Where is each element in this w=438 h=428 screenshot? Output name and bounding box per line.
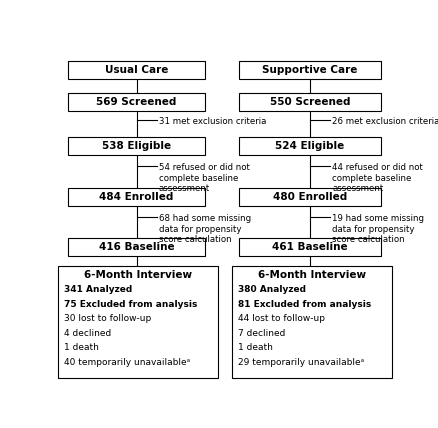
Text: 6-Month Interview: 6-Month Interview — [257, 270, 365, 280]
Text: 341 Analyzed: 341 Analyzed — [64, 285, 132, 294]
Text: 75 Excluded from analysis: 75 Excluded from analysis — [64, 300, 198, 309]
Text: 81 Excluded from analysis: 81 Excluded from analysis — [237, 300, 370, 309]
FancyBboxPatch shape — [68, 188, 204, 206]
Text: 30 lost to follow-up: 30 lost to follow-up — [64, 314, 151, 323]
FancyBboxPatch shape — [68, 61, 204, 79]
Text: 461 Baseline: 461 Baseline — [272, 242, 347, 252]
Text: 19 had some missing
data for propensity
score calculation: 19 had some missing data for propensity … — [332, 214, 423, 244]
Text: 416 Baseline: 416 Baseline — [99, 242, 174, 252]
Text: 44 refused or did not
complete baseline
assessment: 44 refused or did not complete baseline … — [332, 163, 422, 193]
Text: 6-Month Interview: 6-Month Interview — [84, 270, 192, 280]
Text: 1 death: 1 death — [237, 343, 272, 352]
Text: 44 lost to follow-up: 44 lost to follow-up — [237, 314, 324, 323]
Text: 29 temporarily unavailableᵃ: 29 temporarily unavailableᵃ — [237, 358, 364, 367]
Text: 31 met exclusion criteria: 31 met exclusion criteria — [158, 117, 265, 126]
Text: 484 Enrolled: 484 Enrolled — [99, 192, 173, 202]
Text: Usual Care: Usual Care — [105, 65, 168, 75]
Text: Supportive Care: Supportive Care — [262, 65, 357, 75]
FancyBboxPatch shape — [231, 265, 391, 377]
Text: 4 declined: 4 declined — [64, 329, 111, 338]
FancyBboxPatch shape — [238, 61, 381, 79]
FancyBboxPatch shape — [68, 137, 204, 155]
Text: 550 Screened: 550 Screened — [269, 97, 350, 107]
Text: 68 had some missing
data for propensity
score calculation: 68 had some missing data for propensity … — [158, 214, 250, 244]
FancyBboxPatch shape — [238, 238, 381, 256]
FancyBboxPatch shape — [68, 238, 204, 256]
Text: 7 declined: 7 declined — [237, 329, 285, 338]
FancyBboxPatch shape — [238, 92, 381, 111]
Text: 54 refused or did not
complete baseline
assessment: 54 refused or did not complete baseline … — [158, 163, 249, 193]
Text: 40 temporarily unavailableᵃ: 40 temporarily unavailableᵃ — [64, 358, 190, 367]
Text: 380 Analyzed: 380 Analyzed — [237, 285, 305, 294]
Text: 26 met exclusion criteria: 26 met exclusion criteria — [332, 117, 438, 126]
FancyBboxPatch shape — [238, 137, 381, 155]
FancyBboxPatch shape — [58, 265, 218, 377]
Text: 538 Eligible: 538 Eligible — [102, 141, 171, 151]
Text: 524 Eligible: 524 Eligible — [275, 141, 344, 151]
Text: 569 Screened: 569 Screened — [96, 97, 177, 107]
Text: 1 death: 1 death — [64, 343, 99, 352]
FancyBboxPatch shape — [238, 188, 381, 206]
Text: 480 Enrolled: 480 Enrolled — [272, 192, 346, 202]
FancyBboxPatch shape — [68, 92, 204, 111]
